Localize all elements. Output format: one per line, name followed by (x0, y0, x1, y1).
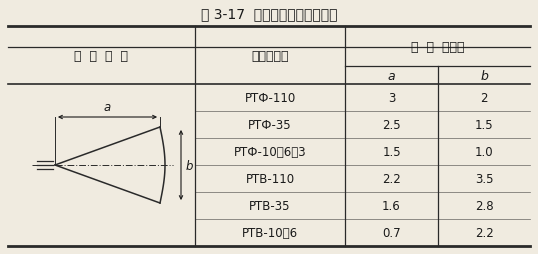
Text: РТВ-35: РТВ-35 (249, 199, 291, 212)
Text: РТФ-35: РТФ-35 (248, 119, 292, 132)
Text: 表 3-17  管型避雷器的排气范围: 表 3-17 管型避雷器的排气范围 (201, 7, 337, 21)
Text: 2.5: 2.5 (382, 119, 401, 132)
Text: 2: 2 (480, 92, 488, 105)
Text: 0.7: 0.7 (382, 226, 401, 239)
Text: 2.2: 2.2 (475, 226, 493, 239)
Text: РТФ-10，6，3: РТФ-10，6，3 (233, 146, 306, 158)
Text: 1.0: 1.0 (475, 146, 493, 158)
Text: a: a (104, 101, 111, 114)
Text: 2.2: 2.2 (382, 172, 401, 185)
Text: РТФ-110: РТФ-110 (244, 92, 295, 105)
Text: 3: 3 (388, 92, 395, 105)
Text: 尺  寸  （米）: 尺 寸 （米） (410, 40, 464, 53)
Text: a: a (388, 69, 395, 82)
Text: 排  气  范  围: 排 气 范 围 (74, 49, 129, 62)
Text: 避雷器型式: 避雷器型式 (251, 49, 289, 62)
Text: 1.5: 1.5 (475, 119, 493, 132)
Text: РТВ-110: РТВ-110 (245, 172, 295, 185)
Text: РТВ-10，6: РТВ-10，6 (242, 226, 298, 239)
Text: 2.8: 2.8 (475, 199, 493, 212)
Text: 3.5: 3.5 (475, 172, 493, 185)
Text: b: b (480, 69, 488, 82)
Text: 1.6: 1.6 (382, 199, 401, 212)
Text: b: b (186, 159, 194, 172)
Text: 1.5: 1.5 (382, 146, 401, 158)
